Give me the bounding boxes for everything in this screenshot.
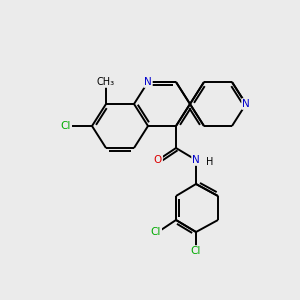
- Text: Cl: Cl: [191, 246, 201, 256]
- Text: O: O: [154, 155, 162, 165]
- Text: Cl: Cl: [151, 227, 161, 237]
- Text: N: N: [192, 155, 200, 165]
- Text: CH₃: CH₃: [97, 77, 115, 87]
- Text: H: H: [206, 157, 213, 167]
- Text: N: N: [242, 99, 250, 109]
- Text: N: N: [144, 77, 152, 87]
- Text: Cl: Cl: [61, 121, 71, 131]
